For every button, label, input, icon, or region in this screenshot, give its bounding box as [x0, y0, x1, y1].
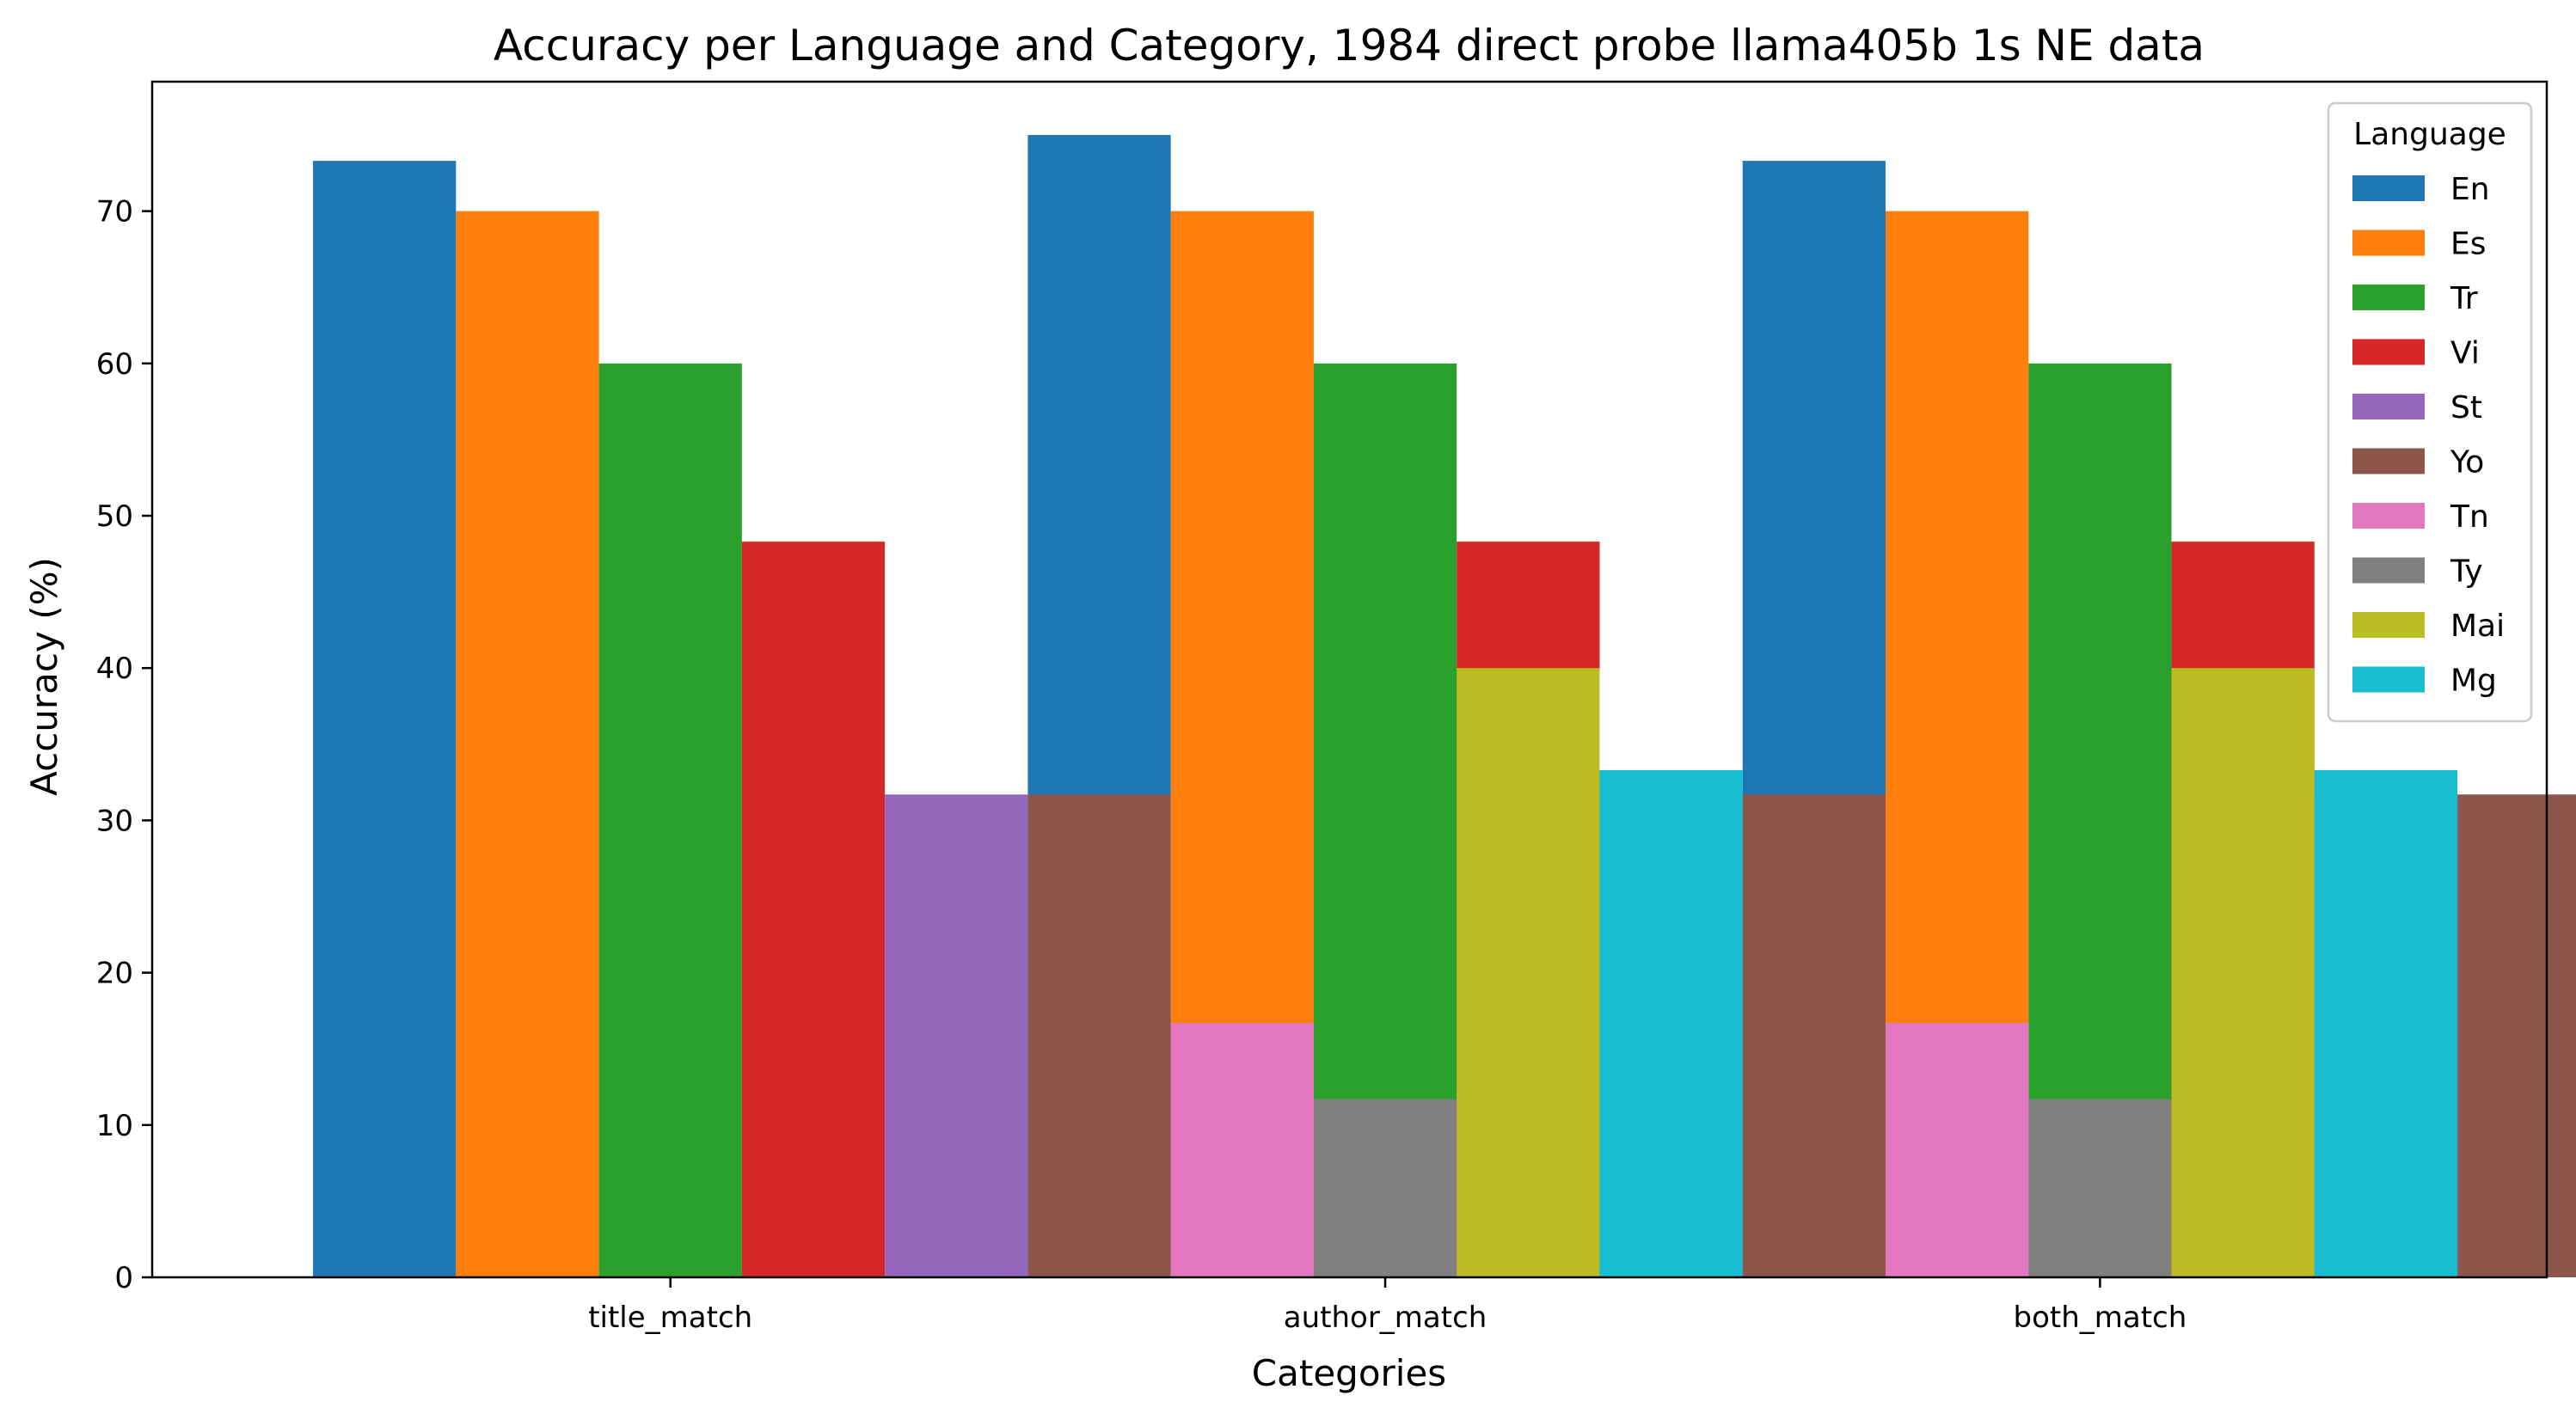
bar-tr-title_match	[598, 363, 742, 1277]
y-tick-label: 70	[96, 195, 133, 230]
legend-swatch-st	[2352, 394, 2425, 419]
bar-en-title_match	[313, 161, 457, 1277]
legend-label-vi: Vi	[2450, 336, 2480, 371]
y-axis-title: Accuracy (%)	[23, 557, 65, 796]
bars-layer	[313, 135, 2576, 1278]
legend: Language En Es Tr Vi St Yo Tn Ty Mai Mg	[2327, 101, 2533, 723]
legend-swatch-mg	[2352, 666, 2425, 693]
legend-label-ty: Ty	[2450, 554, 2483, 590]
y-tick-label: 40	[96, 652, 133, 686]
axes-layer: 0 10 20 30 40 50 60 70 title_match author_match bo…	[96, 80, 2548, 1335]
bar-yo-title_match	[1027, 794, 1171, 1277]
legend-swatch-tr	[2352, 285, 2425, 310]
bar-tn-author_match	[1886, 1023, 2029, 1277]
y-tick-label: 0	[114, 1261, 133, 1295]
y-tick-label: 60	[96, 347, 133, 382]
legend-swatch-yo	[2352, 448, 2425, 474]
bar-mai-author_match	[2171, 668, 2315, 1277]
legend-label-en: En	[2450, 172, 2490, 207]
bar-ty-author_match	[2028, 1099, 2172, 1277]
legend-label-tn: Tn	[2450, 499, 2489, 535]
x-tick-label-author_match: author_match	[1284, 1301, 1487, 1335]
legend-label-mai: Mai	[2450, 609, 2505, 644]
y-tick-label: 20	[96, 957, 133, 991]
bar-ty-title_match	[1313, 1099, 1457, 1277]
legend-swatch-tn	[2352, 503, 2425, 529]
bar-mg-author_match	[2314, 769, 2458, 1277]
legend-label-tr: Tr	[2450, 281, 2478, 316]
plot-frame	[150, 80, 2548, 1279]
legend-swatch-vi	[2352, 339, 2425, 365]
legend-swatch-en	[2352, 175, 2425, 201]
legend-label-es: Es	[2450, 227, 2487, 262]
bar-mg-title_match	[1599, 769, 1743, 1277]
bar-yo-author_match	[1742, 794, 1886, 1277]
legend-label-yo: Yo	[2450, 445, 2484, 480]
y-tick-label: 30	[96, 804, 133, 838]
bar-yo-both_match	[2457, 794, 2576, 1277]
bar-tn-title_match	[1170, 1023, 1314, 1277]
y-tick-label: 10	[96, 1109, 133, 1143]
x-tick-label-both_match: both_match	[2014, 1301, 2187, 1335]
y-tick-label: 50	[96, 499, 133, 534]
x-tick-label-title_match: title_match	[588, 1301, 752, 1335]
x-axis-title: Categories	[1252, 1352, 1446, 1394]
legend-swatch-es	[2352, 230, 2425, 256]
bar-st-title_match	[885, 794, 1028, 1277]
chart-title: Accuracy per Language and Category, 1984…	[494, 21, 2205, 70]
bar-vi-title_match	[741, 542, 886, 1277]
legend-swatch-ty	[2352, 557, 2425, 584]
legend-title: Language	[2353, 117, 2506, 152]
legend-label-mg: Mg	[2450, 664, 2497, 699]
legend-label-st: St	[2450, 390, 2482, 425]
bar-mai-title_match	[1457, 668, 1600, 1277]
legend-swatch-mai	[2352, 612, 2425, 638]
bar-es-title_match	[456, 211, 599, 1278]
